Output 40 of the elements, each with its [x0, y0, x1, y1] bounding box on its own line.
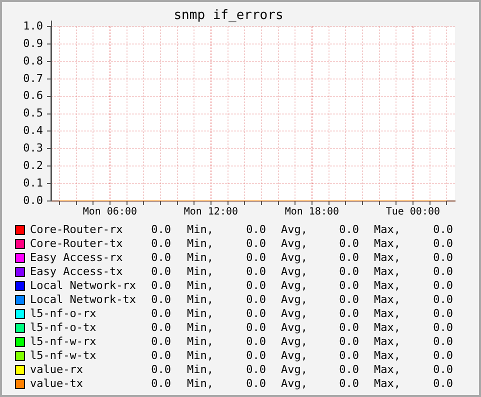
- text: 0.0 Min, 0.0 Avg, 0.0 Max, 0.0: [151, 307, 453, 320]
- legend-label: l5-nf-w-rx: [30, 335, 96, 349]
- text: 0.0 Min, 0.0 Avg, 0.0 Max, 0.0: [151, 293, 453, 306]
- y-tick-label: 0.4: [23, 124, 44, 138]
- y-tick-label: 0.0: [23, 194, 43, 207]
- text: 0.0 Min, 0.0 Avg, 0.0 Max, 0.0: [151, 265, 453, 278]
- x-tick-label: Mon 12:00: [184, 206, 238, 218]
- x-tick-label: Tue 00:00: [386, 206, 440, 218]
- y-tick-label: 1.0: [23, 19, 43, 32]
- legend-label: Easy Access-tx: [30, 265, 123, 279]
- legend-label: value-rx: [30, 363, 83, 377]
- text: 0.0 Min, 0.0 Avg, 0.0 Max, 0.0: [151, 335, 453, 348]
- text: 0.0 Min, 0.0 Avg, 0.0 Max, 0.0: [151, 251, 453, 264]
- y-tick-label: 0.2: [23, 158, 43, 172]
- text: 0.0 Min, 0.0 Avg, 0.0 Max, 0.0: [151, 223, 453, 236]
- text: 0.0 Min, 0.0 Avg, 0.0 Max, 0.0: [151, 377, 453, 390]
- legend-label: l5-nf-w-tx: [30, 349, 96, 363]
- legend-label: Local Network-tx: [30, 293, 136, 307]
- legend-label: Easy Access-rx: [30, 251, 123, 265]
- legend-label: Core-Router-tx: [30, 237, 123, 251]
- text: 0.0 Min, 0.0 Avg, 0.0 Max, 0.0: [151, 363, 453, 376]
- y-tick-label: 0.8: [23, 54, 43, 68]
- y-tick-label: 0.6: [23, 89, 43, 102]
- y-tick-label: 0.9: [23, 36, 43, 50]
- legend-label: Core-Router-rx: [30, 223, 123, 237]
- legend-label: Local Network-rx: [30, 279, 136, 293]
- y-tick-label: 0.7: [23, 72, 43, 85]
- legend-label: l5-nf-o-rx: [30, 307, 96, 321]
- legend-label: value-tx: [30, 377, 83, 391]
- text: 0.0 Min, 0.0 Avg, 0.0 Max, 0.0: [151, 237, 453, 250]
- y-tick-label: 0.3: [23, 142, 43, 155]
- y-tick-label: 0.1: [23, 176, 43, 190]
- x-tick-label: Mon 06:00: [82, 206, 138, 218]
- text: 0.0 Min, 0.0 Avg, 0.0 Max, 0.0: [151, 321, 453, 334]
- chart-title: snmp if_errors: [174, 8, 284, 24]
- y-tick-label: 0.5: [23, 106, 43, 120]
- legend-label: l5-nf-o-tx: [30, 321, 96, 335]
- text: 0.0 Min, 0.0 Avg, 0.0 Max, 0.0: [151, 279, 453, 292]
- x-tick-label: Mon 18:00: [284, 206, 340, 218]
- text: 0.0 Min, 0.0 Avg, 0.0 Max, 0.0: [151, 349, 453, 362]
